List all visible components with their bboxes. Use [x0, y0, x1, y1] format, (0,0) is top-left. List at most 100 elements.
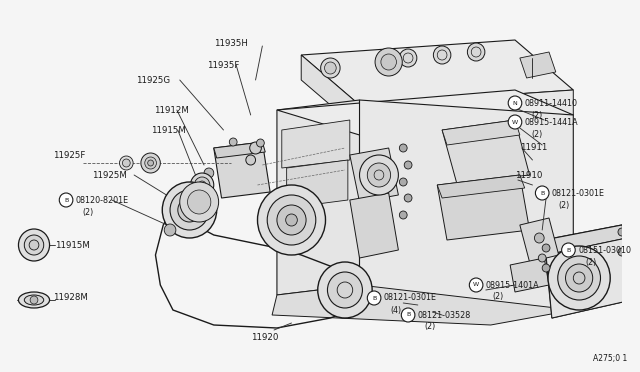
- Circle shape: [198, 181, 206, 189]
- Text: (2): (2): [531, 129, 543, 138]
- Polygon shape: [350, 148, 398, 202]
- Circle shape: [467, 43, 485, 61]
- Polygon shape: [437, 175, 525, 198]
- Text: N: N: [513, 100, 517, 106]
- Polygon shape: [442, 120, 529, 183]
- Circle shape: [562, 243, 575, 257]
- Circle shape: [163, 182, 217, 238]
- Circle shape: [30, 296, 38, 304]
- Polygon shape: [360, 100, 573, 310]
- Polygon shape: [520, 218, 559, 262]
- Circle shape: [277, 205, 306, 235]
- Text: W: W: [473, 282, 479, 288]
- Circle shape: [122, 159, 130, 167]
- Circle shape: [19, 229, 49, 261]
- Polygon shape: [520, 52, 556, 78]
- Text: A275;0 1: A275;0 1: [593, 353, 627, 362]
- Circle shape: [164, 224, 176, 236]
- Circle shape: [29, 240, 39, 250]
- Circle shape: [328, 272, 362, 308]
- Text: (2): (2): [493, 292, 504, 301]
- Circle shape: [180, 182, 219, 222]
- Polygon shape: [350, 193, 398, 258]
- Polygon shape: [301, 55, 360, 130]
- Circle shape: [148, 160, 154, 166]
- Text: (2): (2): [424, 323, 436, 331]
- Polygon shape: [277, 100, 360, 295]
- Circle shape: [375, 48, 403, 76]
- Ellipse shape: [19, 292, 49, 308]
- Text: B: B: [406, 312, 410, 317]
- Circle shape: [404, 194, 412, 202]
- Circle shape: [548, 246, 610, 310]
- Circle shape: [542, 244, 550, 252]
- Text: (2): (2): [585, 257, 596, 266]
- Circle shape: [367, 163, 390, 187]
- Text: 08915-1401A: 08915-1401A: [486, 280, 540, 289]
- Polygon shape: [214, 142, 270, 198]
- Circle shape: [404, 161, 412, 169]
- Text: 11928M: 11928M: [54, 294, 88, 302]
- Polygon shape: [437, 175, 529, 240]
- Circle shape: [324, 62, 336, 74]
- Circle shape: [229, 138, 237, 146]
- Text: 11925M: 11925M: [92, 170, 127, 180]
- Circle shape: [246, 155, 255, 165]
- Ellipse shape: [24, 295, 44, 305]
- Text: (4): (4): [390, 305, 402, 314]
- Circle shape: [24, 235, 44, 255]
- Circle shape: [120, 156, 133, 170]
- Polygon shape: [360, 90, 573, 130]
- Polygon shape: [544, 225, 632, 318]
- Circle shape: [566, 264, 593, 292]
- Circle shape: [538, 254, 546, 262]
- Circle shape: [618, 228, 626, 236]
- Text: B: B: [540, 190, 545, 196]
- Polygon shape: [546, 238, 632, 318]
- Circle shape: [557, 256, 600, 300]
- Text: 11925F: 11925F: [54, 151, 86, 160]
- Circle shape: [508, 96, 522, 110]
- Polygon shape: [442, 120, 520, 145]
- Circle shape: [60, 193, 73, 207]
- Text: (2): (2): [83, 208, 94, 217]
- Text: 08121-03528: 08121-03528: [418, 311, 471, 320]
- Text: 11910: 11910: [515, 170, 542, 180]
- Text: (2): (2): [559, 201, 570, 209]
- Polygon shape: [277, 90, 573, 135]
- Circle shape: [381, 54, 396, 70]
- Circle shape: [204, 168, 214, 178]
- Text: B: B: [372, 295, 376, 301]
- Circle shape: [534, 233, 544, 243]
- Circle shape: [321, 58, 340, 78]
- Text: 11935H: 11935H: [214, 38, 248, 48]
- Circle shape: [145, 157, 156, 169]
- Polygon shape: [301, 40, 573, 105]
- Text: B: B: [566, 247, 570, 253]
- Text: 11925G: 11925G: [136, 76, 170, 84]
- Circle shape: [141, 153, 161, 173]
- Circle shape: [618, 248, 626, 256]
- Circle shape: [257, 185, 326, 255]
- Circle shape: [188, 190, 211, 214]
- Circle shape: [257, 139, 264, 147]
- Circle shape: [536, 186, 549, 200]
- Polygon shape: [214, 142, 265, 158]
- Circle shape: [360, 155, 398, 195]
- Text: 08911-14410: 08911-14410: [525, 99, 578, 108]
- Text: (2): (2): [531, 110, 543, 119]
- Circle shape: [399, 178, 407, 186]
- Polygon shape: [510, 258, 549, 292]
- Circle shape: [184, 205, 195, 215]
- Circle shape: [399, 49, 417, 67]
- Text: B: B: [64, 198, 68, 202]
- Circle shape: [170, 190, 209, 230]
- Circle shape: [317, 262, 372, 318]
- Polygon shape: [282, 120, 350, 168]
- Circle shape: [250, 142, 261, 154]
- Polygon shape: [272, 285, 573, 325]
- Circle shape: [285, 214, 298, 226]
- Circle shape: [191, 173, 214, 197]
- Text: 08121-0301E: 08121-0301E: [552, 189, 605, 198]
- Circle shape: [399, 144, 407, 152]
